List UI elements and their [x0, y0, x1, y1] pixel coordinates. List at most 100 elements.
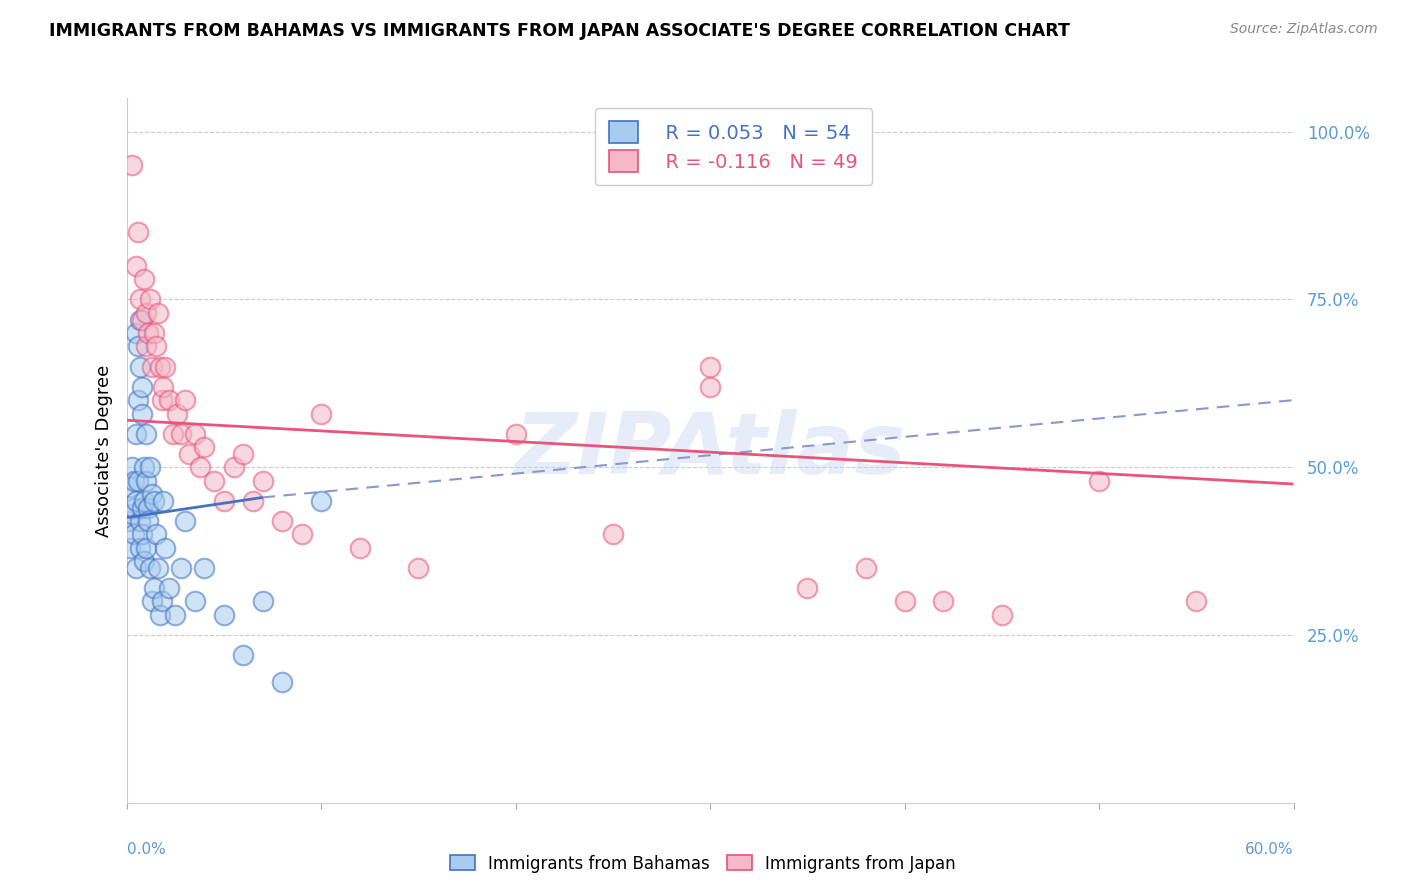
Point — [131, 407, 153, 421]
Point — [125, 259, 148, 273]
Point — [124, 527, 146, 541]
Point — [146, 561, 169, 575]
Point — [117, 514, 139, 528]
Point — [149, 359, 172, 374]
Point — [157, 581, 180, 595]
Point — [129, 541, 152, 555]
Point — [135, 541, 157, 555]
Point — [135, 426, 157, 441]
Point — [131, 500, 153, 515]
Point — [190, 460, 212, 475]
Point — [232, 648, 254, 662]
Point — [699, 359, 721, 374]
Point — [136, 514, 159, 528]
Point — [125, 561, 148, 575]
Point — [183, 426, 205, 441]
Point — [139, 561, 162, 575]
Point — [132, 272, 155, 286]
Point — [252, 474, 274, 488]
Point — [242, 493, 264, 508]
Point — [408, 561, 430, 575]
Point — [162, 426, 184, 441]
Point — [170, 426, 193, 441]
Point — [252, 594, 274, 608]
Point — [699, 380, 721, 394]
Point — [505, 426, 527, 441]
Point — [990, 607, 1012, 622]
Point — [152, 380, 174, 394]
Text: Source: ZipAtlas.com: Source: ZipAtlas.com — [1230, 22, 1378, 37]
Point — [155, 541, 177, 555]
Point — [177, 447, 200, 461]
Point — [132, 460, 155, 475]
Point — [127, 393, 149, 408]
Point — [174, 514, 197, 528]
Point — [127, 339, 149, 353]
Point — [136, 500, 159, 515]
Point — [142, 581, 165, 595]
Point — [131, 312, 153, 326]
Point — [141, 594, 163, 608]
Point — [139, 460, 162, 475]
Point — [125, 326, 148, 340]
Legend: Immigrants from Bahamas, Immigrants from Japan: Immigrants from Bahamas, Immigrants from… — [443, 848, 963, 880]
Point — [193, 561, 215, 575]
Legend:   R = 0.053   N = 54,   R = -0.116   N = 49: R = 0.053 N = 54, R = -0.116 N = 49 — [595, 108, 872, 186]
Point — [932, 594, 955, 608]
Point — [1088, 474, 1111, 488]
Point — [155, 359, 177, 374]
Point — [222, 460, 245, 475]
Point — [174, 393, 197, 408]
Point — [129, 359, 152, 374]
Point — [271, 675, 294, 690]
Point — [142, 326, 165, 340]
Point — [157, 393, 180, 408]
Point — [136, 326, 159, 340]
Point — [145, 527, 167, 541]
Point — [120, 541, 142, 555]
Text: 60.0%: 60.0% — [1246, 841, 1294, 856]
Point — [855, 561, 877, 575]
Point — [139, 293, 162, 307]
Point — [121, 507, 143, 521]
Point — [271, 514, 294, 528]
Text: IMMIGRANTS FROM BAHAMAS VS IMMIGRANTS FROM JAPAN ASSOCIATE'S DEGREE CORRELATION : IMMIGRANTS FROM BAHAMAS VS IMMIGRANTS FR… — [49, 22, 1070, 40]
Y-axis label: Associate's Degree: Associate's Degree — [94, 364, 112, 537]
Point — [135, 306, 157, 320]
Point — [193, 440, 215, 454]
Point — [796, 581, 818, 595]
Point — [121, 158, 143, 172]
Point — [132, 554, 155, 568]
Point — [202, 474, 225, 488]
Point — [602, 527, 624, 541]
Point — [165, 607, 187, 622]
Point — [1185, 594, 1208, 608]
Point — [146, 306, 169, 320]
Point — [127, 225, 149, 239]
Point — [893, 594, 915, 608]
Point — [150, 393, 173, 408]
Point — [150, 594, 173, 608]
Text: ZIPAtlas: ZIPAtlas — [515, 409, 905, 492]
Point — [170, 561, 193, 575]
Point — [124, 474, 146, 488]
Point — [120, 480, 142, 494]
Point — [166, 407, 188, 421]
Point — [145, 339, 167, 353]
Point — [129, 312, 152, 326]
Point — [141, 487, 163, 501]
Point — [232, 447, 254, 461]
Point — [127, 474, 149, 488]
Point — [129, 514, 152, 528]
Point — [183, 594, 205, 608]
Point — [129, 293, 152, 307]
Point — [309, 493, 332, 508]
Text: 0.0%: 0.0% — [127, 841, 166, 856]
Point — [149, 607, 172, 622]
Point — [131, 380, 153, 394]
Point — [124, 500, 146, 515]
Point — [349, 541, 371, 555]
Point — [135, 339, 157, 353]
Point — [212, 607, 235, 622]
Point — [290, 527, 312, 541]
